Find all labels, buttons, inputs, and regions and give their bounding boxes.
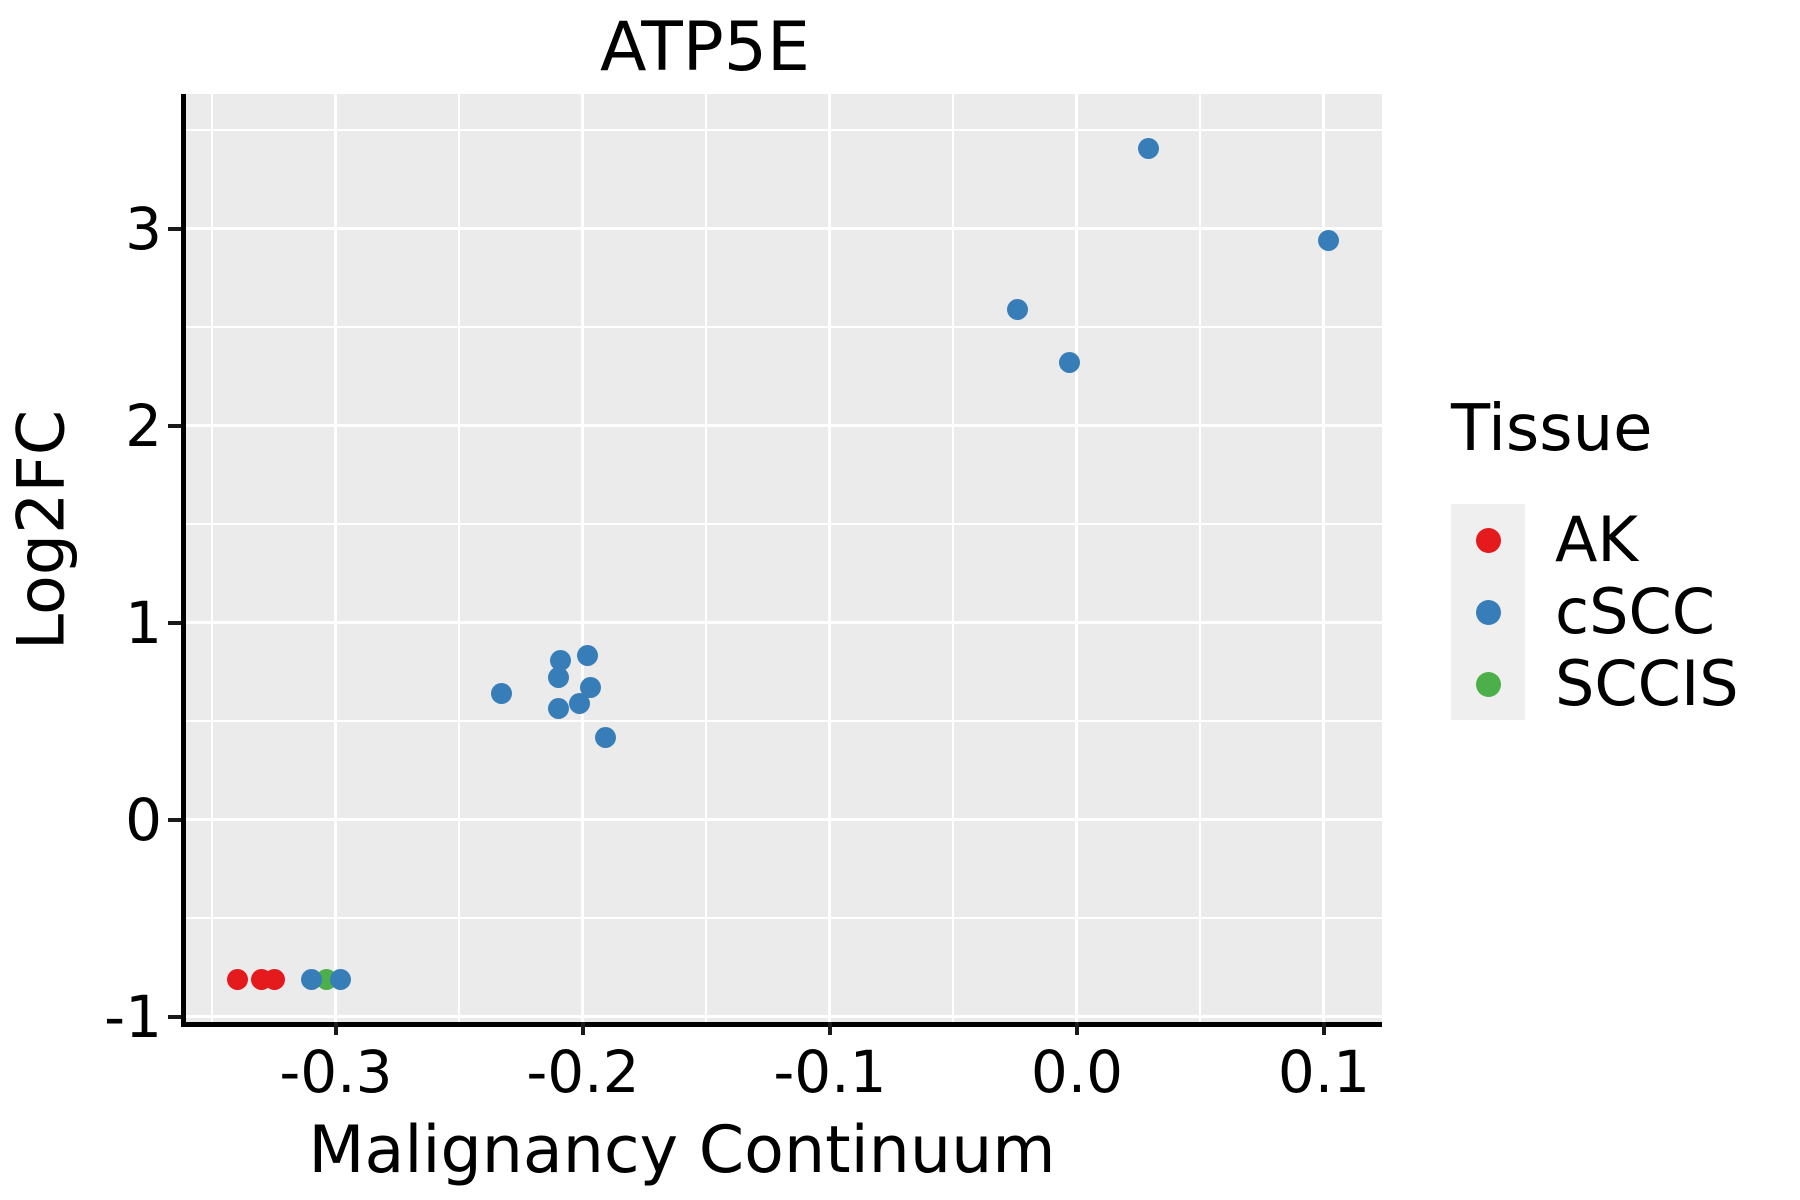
legend-key-box: [1451, 504, 1525, 576]
x-major-gridline: [1075, 94, 1079, 1022]
x-major-gridline: [581, 94, 585, 1022]
x-axis-line: [181, 1022, 1382, 1027]
ak-dot-icon: [1475, 527, 1501, 553]
x-tick-label: 0.0: [1030, 1038, 1124, 1106]
y-minor-gridline: [186, 129, 1382, 132]
data-point-cscc: [490, 683, 512, 705]
legend-item-sccis: SCCIS: [1451, 648, 1739, 720]
legend-item-label: AK: [1555, 503, 1639, 576]
plot-panel: [186, 94, 1382, 1022]
y-tick-mark: [168, 423, 181, 428]
data-point-cscc: [330, 969, 352, 991]
legend: Tissue AK cSCC SCCIS: [1451, 392, 1739, 720]
y-minor-gridline: [186, 523, 1382, 526]
x-tick-mark: [1321, 1022, 1326, 1035]
data-point-cscc: [550, 649, 572, 671]
data-point-cscc: [547, 666, 569, 688]
y-tick-label: -1: [104, 982, 162, 1051]
y-tick-mark: [168, 226, 181, 231]
legend-items: AK cSCC SCCIS: [1451, 504, 1739, 720]
x-minor-gridline: [211, 94, 214, 1022]
y-major-gridline: [186, 621, 1382, 625]
x-minor-gridline: [952, 94, 955, 1022]
y-tick-label: 1: [125, 588, 162, 657]
data-point-cscc: [547, 697, 569, 719]
y-tick-label: 3: [125, 194, 162, 263]
legend-item-ak: AK: [1451, 504, 1739, 576]
y-tick-label: 2: [125, 391, 162, 460]
y-tick-label: 0: [125, 785, 162, 854]
x-minor-gridline: [705, 94, 708, 1022]
y-major-gridline: [186, 227, 1382, 231]
y-axis-line: [181, 94, 186, 1027]
y-tick-mark: [168, 1014, 181, 1019]
sccis-dot-icon: [1475, 671, 1501, 697]
data-point-cscc: [577, 644, 599, 666]
data-point-cscc: [1138, 137, 1160, 159]
data-point-cscc: [1059, 352, 1081, 374]
cscc-dot-icon: [1475, 599, 1501, 625]
x-tick-mark: [333, 1022, 338, 1035]
x-tick-label: -0.3: [279, 1038, 393, 1106]
y-major-gridline: [186, 818, 1382, 822]
x-major-gridline: [1322, 94, 1326, 1022]
legend-title: Tissue: [1451, 392, 1653, 466]
legend-item-label: SCCIS: [1555, 647, 1739, 720]
x-tick-label: 0.1: [1277, 1038, 1371, 1106]
legend-key-box: [1451, 648, 1525, 720]
x-major-gridline: [334, 94, 338, 1022]
x-axis-title: Malignancy Continuum: [308, 1113, 1056, 1188]
x-tick-mark: [1074, 1022, 1079, 1035]
data-point-cscc: [1318, 230, 1340, 252]
legend-item-cscc: cSCC: [1451, 576, 1739, 648]
data-point-cscc: [1007, 299, 1029, 321]
data-point-cscc: [300, 969, 322, 991]
data-point-cscc: [579, 676, 601, 698]
y-tick-mark: [168, 817, 181, 822]
y-minor-gridline: [186, 326, 1382, 329]
x-tick-label: -0.1: [773, 1038, 887, 1106]
data-point-cscc: [594, 726, 616, 748]
y-major-gridline: [186, 424, 1382, 428]
x-minor-gridline: [1199, 94, 1202, 1022]
legend-key-box: [1451, 576, 1525, 648]
y-minor-gridline: [186, 720, 1382, 723]
data-point-ak: [226, 969, 248, 991]
y-major-gridline: [186, 1015, 1382, 1019]
plot-title: ATP5E: [599, 8, 810, 87]
y-minor-gridline: [186, 917, 1382, 920]
data-point-cscc: [568, 693, 590, 715]
data-point-ak: [263, 969, 285, 991]
x-tick-mark: [827, 1022, 832, 1035]
x-tick-label: -0.2: [526, 1038, 640, 1106]
x-tick-mark: [580, 1022, 585, 1035]
x-major-gridline: [828, 94, 832, 1022]
x-minor-gridline: [458, 94, 461, 1022]
y-tick-mark: [168, 620, 181, 625]
legend-item-label: cSCC: [1555, 575, 1716, 648]
y-axis-title: Log2FC: [4, 409, 80, 651]
